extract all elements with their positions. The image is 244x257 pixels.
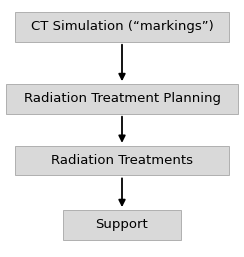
Text: Radiation Treatment Planning: Radiation Treatment Planning bbox=[23, 93, 221, 105]
Text: Radiation Treatments: Radiation Treatments bbox=[51, 154, 193, 167]
FancyBboxPatch shape bbox=[63, 210, 181, 240]
Text: Support: Support bbox=[96, 218, 148, 231]
FancyBboxPatch shape bbox=[15, 12, 229, 42]
FancyBboxPatch shape bbox=[15, 146, 229, 175]
Text: CT Simulation (“markings”): CT Simulation (“markings”) bbox=[31, 21, 213, 33]
FancyBboxPatch shape bbox=[6, 84, 238, 114]
